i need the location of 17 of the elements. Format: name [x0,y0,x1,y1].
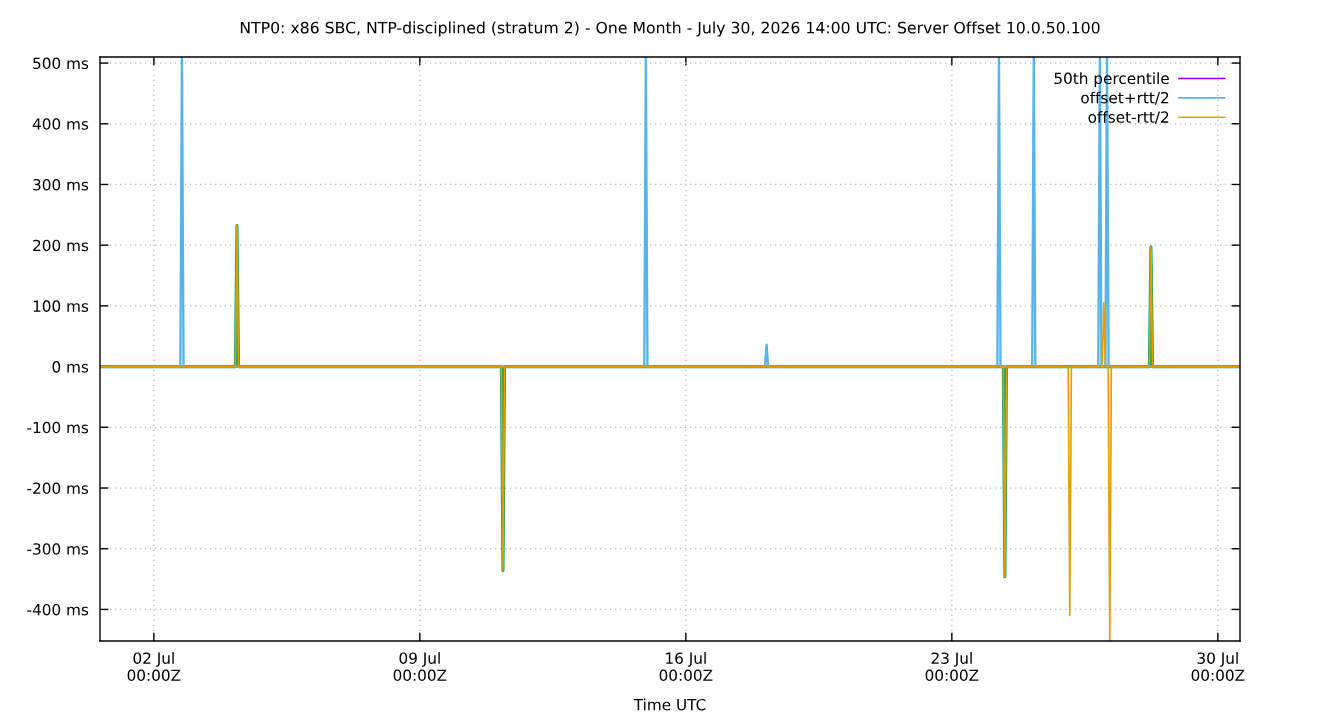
y-tick-label: 500 ms [33,57,89,70]
y-tick-label: -200 ms [27,482,89,495]
x-axis-title: Time UTC [633,698,706,711]
x-tick-label: 02 Jul 00:00Z [127,652,181,682]
y-tick-label: -400 ms [27,603,89,616]
x-tick-label: 30 Jul 00:00Z [1191,652,1245,682]
y-tick-label: 0 ms [52,361,89,373]
y-tick-label: 200 ms [33,239,89,252]
y-tick-label: 300 ms [33,178,89,191]
y-tick-label: 100 ms [33,300,89,312]
x-tick-label: 23 Jul 00:00Z [925,652,979,682]
y-tick-label: -100 ms [27,421,89,434]
y-tick-label: 400 ms [32,118,89,130]
x-tick-label: 09 Jul 00:00Z [393,652,447,682]
x-tick-label: 16 Jul 00:00Z [659,652,713,682]
y-tick-label: -300 ms [27,543,89,555]
chart-title: NTP0: x86 SBC, NTP-disciplined (stratum 2) - One Month - July 30, 2026 14:00 UTC: Server Offset 10.0.50.100 [240,21,1100,37]
